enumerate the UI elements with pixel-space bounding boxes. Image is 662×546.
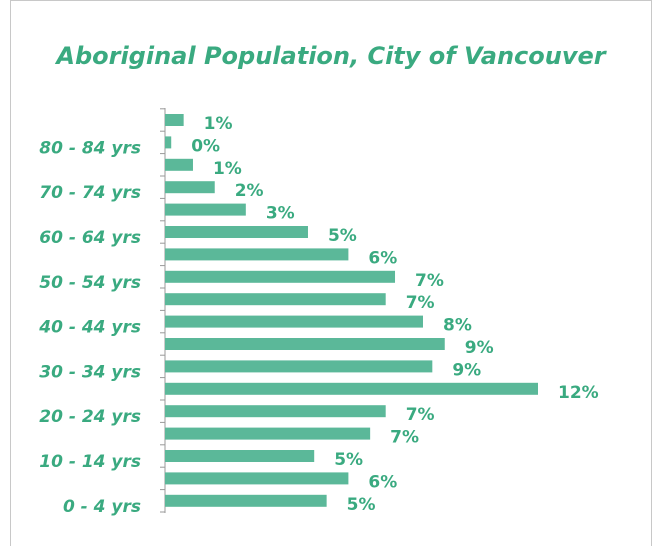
bar [165,203,246,216]
bar [165,136,172,149]
y-tick-label: 50 - 54 yrs [39,273,141,293]
y-tick-label: 0 - 4 yrs [63,497,141,517]
data-label: 12% [558,383,599,403]
bar [165,114,184,126]
data-label: 9% [465,338,494,358]
data-label: 5% [334,450,363,470]
data-label: 7% [415,271,444,291]
data-label: 5% [328,226,357,246]
data-label: 9% [452,360,481,380]
data-label: 8% [443,316,472,336]
data-label: 0% [191,136,220,156]
bar [165,405,386,418]
bar [165,450,315,462]
bar [165,315,423,328]
data-label: 2% [235,181,264,201]
bar [165,293,386,306]
bar [165,270,396,283]
data-label: 1% [204,114,233,134]
data-label: 3% [266,204,295,224]
y-tick-label: 70 - 74 yrs [39,183,141,203]
bar [165,472,349,485]
bar [165,181,215,194]
bar [165,226,308,238]
data-label: 7% [406,293,435,313]
y-tick-label: 60 - 64 yrs [39,228,141,248]
bar [165,158,193,171]
data-label: 5% [347,495,376,515]
bar [165,494,327,507]
y-tick-label: 80 - 84 yrs [39,138,141,158]
y-tick-label: 30 - 34 yrs [39,362,141,382]
data-label: 6% [368,248,397,268]
bar [165,360,433,373]
y-tick-label: 40 - 44 yrs [38,318,141,338]
data-label: 1% [213,159,242,179]
bar [165,248,349,261]
y-tick-label: 10 - 14 yrs [39,452,141,472]
data-label: 7% [406,405,435,425]
y-tick-label: 20 - 24 yrs [39,407,141,427]
chart-title: Aboriginal Population, City of Vancouver [54,42,607,70]
bar [165,382,538,395]
data-label: 6% [368,472,397,492]
bar [165,427,371,440]
data-label: 7% [390,428,419,448]
bar [165,338,445,350]
